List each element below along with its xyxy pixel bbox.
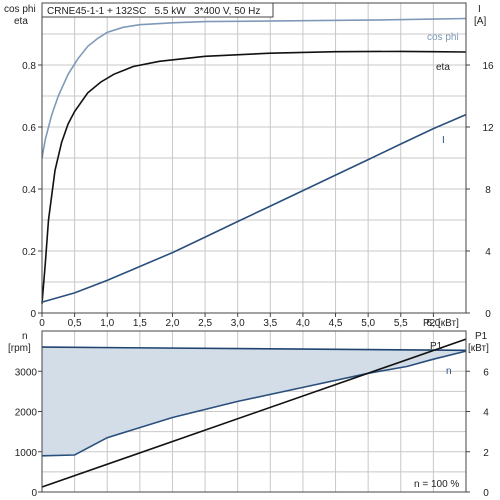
x-tick-label: 0,5 — [68, 318, 82, 329]
bottom-y-left-tick-label: 1000 — [15, 448, 38, 459]
series-line-eta — [41, 50, 467, 304]
y-left-tick-label: 0.2 — [22, 247, 36, 258]
y-left-tick-label: 0.4 — [22, 185, 36, 196]
x-tick-label: 4,0 — [296, 318, 310, 329]
y-left-tick-label: 0 — [30, 309, 36, 320]
bottom-series-group — [41, 338, 467, 488]
top-left-tick-labels: 0 0.2 0.4 0.6 0.8 — [22, 61, 42, 320]
bottom-series-line-upper-bound-1 — [41, 346, 467, 352]
x-axis-label: P2 [кВт] — [423, 318, 459, 329]
y-right-unit-a: [A] — [474, 16, 486, 27]
series-label-p1: P1 — [430, 341, 443, 352]
x-tick-label: 2,0 — [166, 318, 180, 329]
bottom-chart-panel: n [rpm] P1 [кВт] 0 1000 2000 3000 0 2 4 6 P1 n… — [8, 330, 489, 499]
y-left-tick-label: 0.6 — [22, 123, 36, 134]
x-tick-label: 3,5 — [263, 318, 277, 329]
bottom-y-right-tick-label: 4 — [483, 408, 489, 419]
bottom-y-right-tick-label: 6 — [483, 367, 489, 378]
y-right-tick-label: 8 — [485, 185, 491, 196]
x-tick-label: 1,0 — [100, 318, 114, 329]
bottom-y-left-tick-label: 0 — [31, 488, 37, 499]
y-left-label-eta: eta — [14, 16, 28, 27]
speed-range-shaded-area — [42, 347, 466, 456]
top-grid — [41, 2, 467, 314]
chart-title: CRNE45-1-1 + 132SC 5.5 kW 3*400 V, 50 Hz — [47, 6, 260, 17]
x-tick-label: 3,0 — [231, 318, 245, 329]
series-label-eta: eta — [436, 62, 450, 73]
y-left-unit-rpm: [rpm] — [8, 343, 31, 354]
y-left-label-n: n — [22, 331, 28, 342]
title-box-border — [41, 2, 274, 18]
y-right-tick-label: 4 — [485, 247, 491, 258]
bottom-series-line-n — [41, 350, 467, 457]
y-left-label-cosphi: cos phi — [4, 4, 36, 15]
y-right-label-p1: P1 — [475, 331, 488, 342]
x-tick-label: 1,5 — [133, 318, 147, 329]
y-right-tick-label: 12 — [482, 123, 494, 134]
top-series-group — [41, 17, 467, 304]
bottom-series-line-P1 — [41, 338, 467, 488]
x-tick-label: 0 — [39, 318, 45, 329]
top-title-box: CRNE45-1-1 + 132SC 5.5 kW 3*400 V, 50 Hz — [41, 2, 274, 18]
x-tick-labels: 0 0,5 1,0 1,5 2,0 2,5 3,0 3,5 4,0 4,5 5,0 5,5 6,0 — [39, 313, 441, 329]
y-left-tick-label: 0.8 — [22, 61, 36, 72]
y-right-tick-label: 16 — [482, 61, 494, 72]
series-line-cos-phi — [41, 17, 467, 159]
y-right-label-i: I — [478, 4, 481, 15]
y-right-tick-label: 0 — [485, 309, 491, 320]
top-right-tick-labels: 0 4 8 12 16 — [466, 61, 494, 320]
bottom-left-tick-labels: 0 1000 2000 3000 — [15, 367, 42, 499]
top-chart-panel: CRNE45-1-1 + 132SC 5.5 kW 3*400 V, 50 Hz… — [4, 2, 494, 329]
series-label-n: n — [446, 366, 452, 377]
x-tick-label: 6,0 — [426, 318, 440, 329]
bottom-right-tick-labels: 0 2 4 6 — [466, 367, 489, 499]
x-tick-label: 4,5 — [329, 318, 343, 329]
series-line-I — [41, 113, 467, 303]
bottom-y-left-tick-label: 3000 — [15, 367, 38, 378]
y-right-unit-kw: [кВт] — [468, 343, 489, 354]
x-tick-label: 5,0 — [361, 318, 375, 329]
bottom-y-right-tick-label: 0 — [483, 488, 489, 499]
x-tick-label: 2,5 — [198, 318, 212, 329]
series-label-cosphi: cos phi — [427, 32, 459, 43]
speed-annotation: n = 100 % — [414, 479, 459, 490]
series-label-i: I — [442, 135, 445, 146]
bottom-y-right-tick-label: 2 — [483, 448, 489, 459]
x-tick-label: 5,5 — [394, 318, 408, 329]
bottom-y-left-tick-label: 2000 — [15, 408, 38, 419]
